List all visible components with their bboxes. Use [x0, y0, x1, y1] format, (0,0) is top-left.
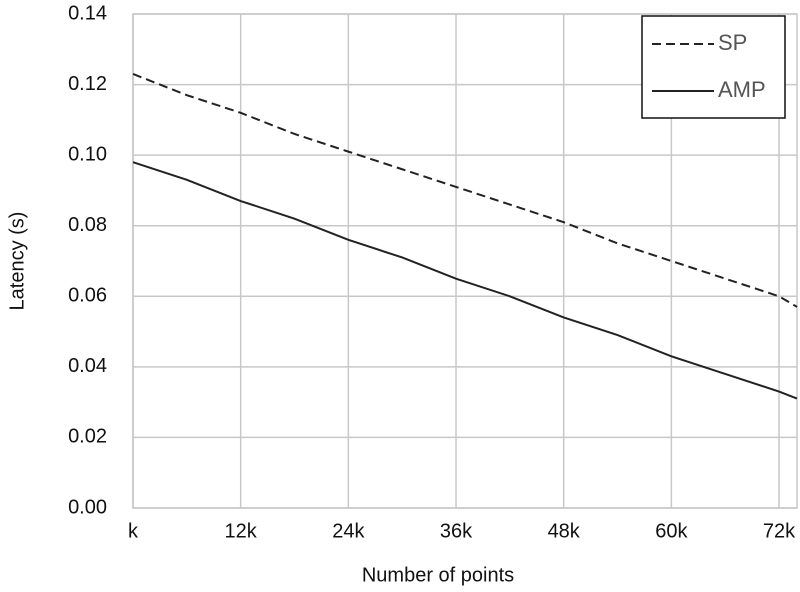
- legend-label: AMP: [718, 77, 766, 102]
- x-tick-label: 24k: [332, 520, 365, 542]
- y-tick-label: 0.06: [68, 285, 107, 307]
- y-tick-label: 0.02: [68, 426, 107, 448]
- x-tick-label: 60k: [655, 520, 688, 542]
- x-tick-label: 72k: [763, 520, 796, 542]
- y-tick-label: 0.08: [68, 214, 107, 236]
- plot-border: [132, 13, 798, 509]
- y-tick-label: 0.14: [68, 2, 107, 24]
- y-tick-label: 0.00: [68, 496, 107, 518]
- line-series: [132, 73, 798, 308]
- y-tick-label: 0.04: [68, 355, 107, 377]
- x-tick-label: k: [128, 520, 139, 542]
- line-series: [132, 161, 798, 400]
- x-tick-label: 12k: [225, 520, 258, 542]
- y-tick-label: 0.12: [68, 73, 107, 95]
- y-tick-label: 0.10: [68, 143, 107, 165]
- legend-label: SP: [718, 30, 747, 55]
- x-tick-label: 36k: [440, 520, 473, 542]
- x-tick-label: 48k: [548, 520, 581, 542]
- y-axis-label: Latency (s): [6, 212, 28, 311]
- legend-box: [641, 15, 786, 119]
- x-axis-label: Number of points: [362, 564, 514, 586]
